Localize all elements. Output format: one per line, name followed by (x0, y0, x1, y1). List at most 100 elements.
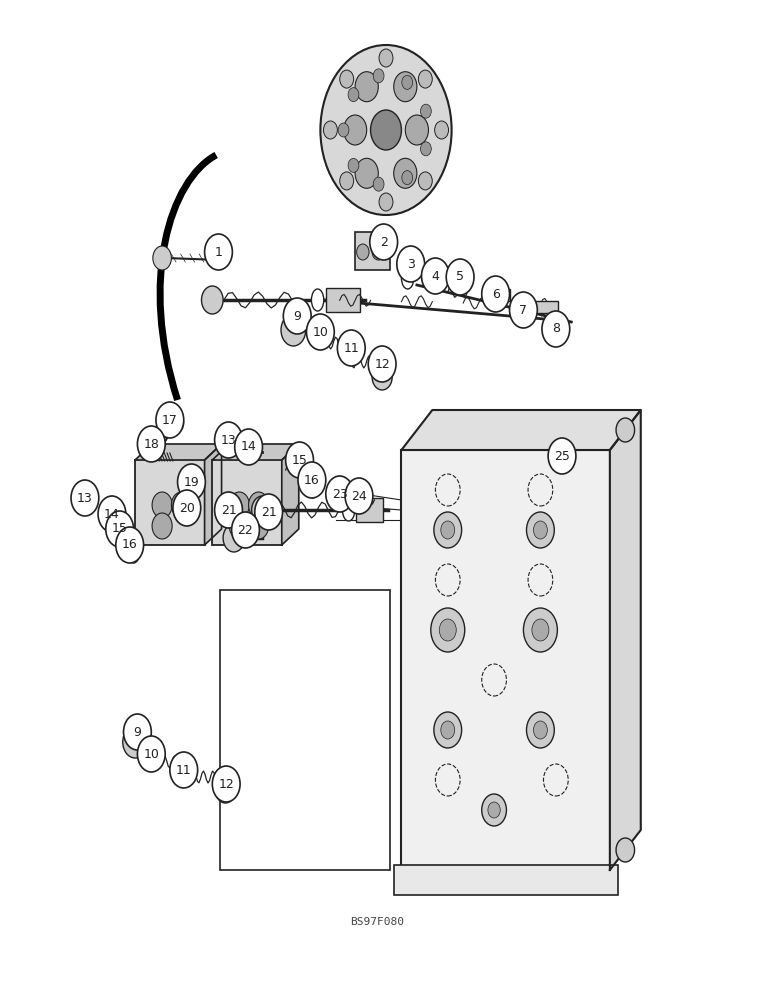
Text: 13: 13 (221, 434, 236, 446)
Text: 18: 18 (144, 438, 159, 450)
Polygon shape (401, 410, 641, 450)
Polygon shape (212, 444, 299, 460)
Polygon shape (282, 444, 299, 545)
Circle shape (418, 70, 432, 88)
Circle shape (249, 513, 269, 539)
Circle shape (616, 418, 635, 442)
FancyBboxPatch shape (401, 450, 610, 870)
Circle shape (523, 608, 557, 652)
Circle shape (441, 721, 455, 739)
Circle shape (422, 258, 449, 294)
Circle shape (533, 521, 547, 539)
Circle shape (340, 172, 354, 190)
Circle shape (286, 442, 313, 478)
Circle shape (306, 314, 334, 350)
Circle shape (373, 177, 384, 191)
Text: 12: 12 (374, 358, 390, 370)
Circle shape (337, 330, 365, 366)
Text: 7: 7 (520, 304, 527, 316)
Circle shape (218, 435, 233, 455)
Circle shape (533, 721, 547, 739)
Text: 24: 24 (351, 489, 367, 502)
Circle shape (488, 802, 500, 818)
Circle shape (338, 123, 349, 137)
Circle shape (405, 115, 428, 145)
Circle shape (482, 794, 506, 826)
Text: 11: 11 (344, 342, 359, 355)
Circle shape (215, 422, 242, 458)
Circle shape (372, 364, 392, 390)
Circle shape (372, 244, 384, 260)
Circle shape (235, 429, 262, 465)
Circle shape (345, 478, 373, 514)
Circle shape (348, 158, 359, 172)
Circle shape (371, 110, 401, 150)
Text: 2: 2 (380, 235, 388, 248)
Circle shape (431, 608, 465, 652)
Circle shape (124, 714, 151, 750)
Circle shape (323, 121, 337, 139)
Text: 15: 15 (112, 522, 127, 536)
Circle shape (355, 72, 378, 102)
Circle shape (394, 72, 417, 102)
Text: 16: 16 (122, 538, 137, 552)
Circle shape (156, 402, 184, 438)
Text: 23: 23 (332, 488, 347, 500)
Text: 21: 21 (221, 504, 236, 516)
Text: 16: 16 (304, 474, 320, 487)
Circle shape (542, 311, 570, 347)
Circle shape (379, 193, 393, 211)
Circle shape (355, 158, 378, 188)
Circle shape (170, 752, 198, 788)
Text: 1: 1 (215, 245, 222, 258)
Text: 14: 14 (104, 508, 120, 520)
Circle shape (171, 492, 191, 518)
Circle shape (201, 286, 223, 314)
Bar (355, 232, 390, 270)
Circle shape (106, 511, 134, 547)
Circle shape (137, 736, 165, 772)
Circle shape (435, 121, 449, 139)
Circle shape (344, 115, 367, 145)
Circle shape (434, 512, 462, 548)
Circle shape (401, 171, 412, 185)
Circle shape (370, 224, 398, 260)
Circle shape (229, 492, 249, 518)
Text: 9: 9 (293, 310, 301, 322)
Circle shape (394, 158, 417, 188)
Circle shape (527, 712, 554, 748)
Circle shape (357, 244, 369, 260)
Polygon shape (135, 444, 222, 460)
Ellipse shape (306, 476, 319, 498)
Circle shape (418, 172, 432, 190)
Text: 4: 4 (432, 269, 439, 282)
Circle shape (421, 142, 432, 156)
Text: 22: 22 (238, 524, 253, 536)
Bar (356, 498, 384, 522)
Text: 17: 17 (162, 414, 178, 426)
Ellipse shape (311, 289, 323, 311)
Text: 21: 21 (261, 506, 276, 518)
Ellipse shape (127, 541, 140, 563)
Text: 14: 14 (241, 440, 256, 454)
Polygon shape (205, 444, 222, 545)
Circle shape (320, 45, 452, 215)
Text: 25: 25 (554, 450, 570, 462)
Text: 9: 9 (134, 726, 141, 738)
Circle shape (116, 527, 144, 563)
Text: 13: 13 (77, 491, 93, 504)
Text: 6: 6 (492, 288, 499, 300)
Circle shape (283, 298, 311, 334)
Circle shape (215, 492, 242, 528)
Ellipse shape (355, 491, 367, 513)
Circle shape (229, 513, 249, 539)
Circle shape (173, 490, 201, 526)
Circle shape (439, 619, 456, 641)
Circle shape (212, 766, 240, 802)
Circle shape (348, 88, 359, 102)
Circle shape (249, 492, 269, 518)
Bar (326, 288, 360, 312)
Circle shape (548, 438, 576, 474)
Circle shape (255, 494, 283, 530)
Circle shape (98, 496, 126, 532)
